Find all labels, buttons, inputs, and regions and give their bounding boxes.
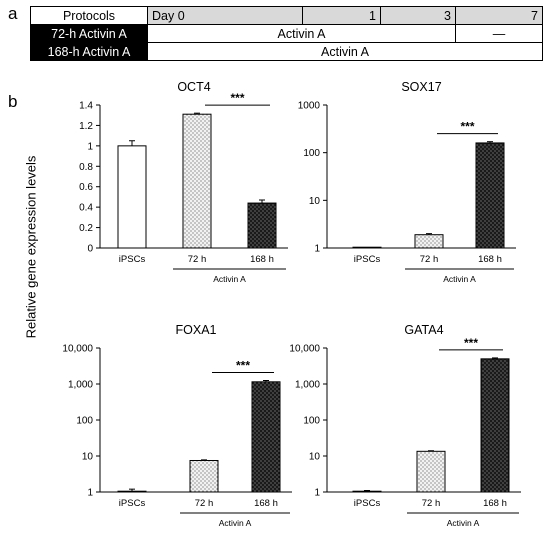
sox17-bar-0 — [352, 246, 382, 249]
oct4-ytick-label: 0 — [87, 244, 93, 255]
sox17-category-label-1: 72 h — [420, 254, 439, 265]
treatment-72h: Activin A — [147, 24, 456, 43]
protocol-row-72h: 72-h Activin A Activin A — — [30, 24, 543, 43]
treatment-168h: Activin A — [147, 42, 543, 61]
oct4-ytick-label: 1 — [87, 141, 93, 152]
oct4-title: OCT4 — [177, 80, 210, 94]
protocol-header-row: Protocols Day 0 1 3 7 — [30, 6, 543, 25]
foxa1-category-label-0: iPSCs — [119, 498, 146, 509]
sox17-bar-1 — [414, 234, 444, 249]
gata4-ytick-label: 1,000 — [295, 380, 320, 391]
gata4-ytick-label: 10,000 — [289, 344, 320, 355]
day-7-header: 7 — [455, 6, 543, 25]
gata4-category-label-2: 168 h — [483, 498, 507, 509]
oct4-ytick-label: 0.4 — [79, 203, 93, 214]
foxa1-group-label: Activin A — [219, 518, 252, 528]
protocols-header: Protocols — [30, 6, 148, 25]
protocol-table: Protocols Day 0 1 3 7 72-h Activin A Act… — [30, 6, 543, 61]
gata4-group-label: Activin A — [447, 518, 480, 528]
oct4-bar-2 — [247, 202, 277, 249]
sox17-ytick-label: 10 — [309, 196, 321, 207]
foxa1-category-label-1: 72 h — [195, 498, 214, 509]
sox17-category-label-0: iPSCs — [354, 254, 381, 265]
gata4-category-label-1: 72 h — [422, 498, 441, 509]
gata4-bar-1 — [416, 450, 446, 493]
sox17-significance-label: *** — [460, 120, 474, 134]
foxa1-category-label-2: 168 h — [254, 498, 278, 509]
sox17-group-label: Activin A — [443, 274, 476, 284]
sox17-ytick-label: 100 — [303, 148, 320, 159]
foxa1-bar-2 — [251, 381, 281, 493]
oct4-category-label-1: 72 h — [188, 254, 207, 265]
protocol-label-168h: 168-h Activin A — [30, 42, 148, 61]
sox17-category-label-2: 168 h — [478, 254, 502, 265]
foxa1-title: FOXA1 — [176, 323, 217, 337]
sox17-bar-2 — [475, 142, 505, 249]
oct4-ytick-label: 1.2 — [79, 121, 93, 132]
oct4-ytick-label: 0.8 — [79, 162, 93, 173]
day-3-header: 3 — [380, 6, 456, 25]
oct4-bar-0 — [117, 145, 147, 249]
protocol-label-72h: 72-h Activin A — [30, 24, 148, 43]
oct4-group-label: Activin A — [213, 274, 246, 284]
oct4-significance-label: *** — [230, 91, 244, 105]
gata4-category-label-0: iPSCs — [354, 498, 381, 509]
panel-label-b: b — [8, 92, 18, 111]
sox17-ytick-label: 1000 — [298, 101, 321, 112]
foxa1-significance-label: *** — [236, 359, 250, 373]
sox17-ytick-label: 1 — [314, 244, 320, 255]
foxa1-ytick-label: 10 — [82, 452, 94, 463]
oct4-category-label-0: iPSCs — [119, 254, 146, 265]
foxa1-ytick-label: 100 — [76, 416, 93, 427]
gata4-ytick-label: 10 — [309, 452, 321, 463]
sox17-title: SOX17 — [401, 80, 441, 94]
foxa1-ytick-label: 1,000 — [68, 380, 93, 391]
panel-label-a: a — [8, 4, 18, 23]
gata4-ytick-label: 1 — [314, 488, 320, 499]
foxa1-bar-1 — [189, 459, 219, 493]
gata4-bar-2 — [480, 358, 510, 493]
oct4-ytick-label: 1.4 — [79, 101, 93, 112]
foxa1-ytick-label: 1 — [87, 488, 93, 499]
gata4-significance-label: *** — [464, 336, 478, 350]
gata4-title: GATA4 — [404, 323, 443, 337]
day-0-header: Day 0 — [147, 6, 303, 25]
oct4-bar-1 — [182, 113, 212, 249]
protocol-row-168h: 168-h Activin A Activin A — [30, 42, 543, 61]
oct4-category-label-2: 168 h — [250, 254, 274, 265]
oct4-ytick-label: 0.2 — [79, 223, 93, 234]
oct4-ytick-label: 0.6 — [79, 182, 93, 193]
gata4-ytick-label: 100 — [303, 416, 320, 427]
after-72h: — — [455, 24, 543, 43]
foxa1-ytick-label: 10,000 — [62, 344, 93, 355]
